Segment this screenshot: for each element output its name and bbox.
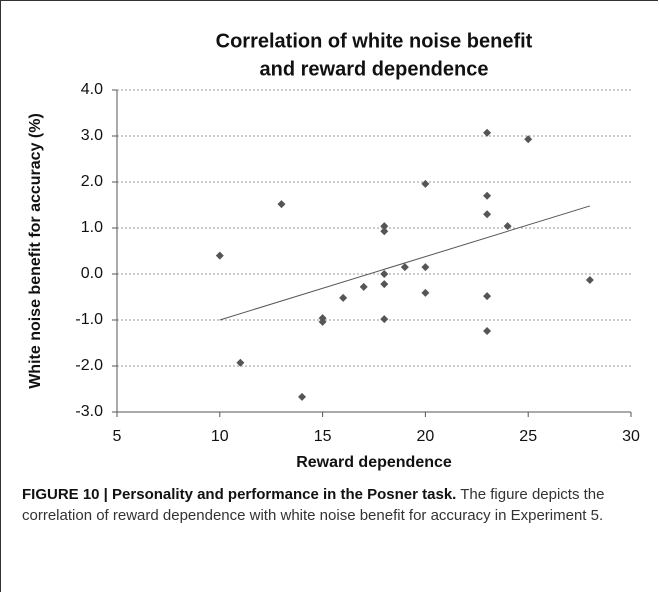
data-point	[483, 292, 492, 301]
data-point	[380, 270, 389, 278]
y-tick-label: -2.0	[75, 357, 103, 374]
data-point	[483, 327, 492, 336]
caption-text: The figure depicts the correlation of re…	[22, 486, 605, 524]
y-axis-label: White noise benefit for accuracy (%)	[27, 113, 44, 389]
y-tick-label: 3.0	[81, 127, 103, 144]
data-point	[298, 392, 307, 401]
data-point	[585, 275, 594, 284]
y-tick-label: 1.0	[81, 219, 103, 236]
data-point	[400, 263, 409, 272]
x-tick-label: 15	[314, 428, 332, 445]
x-tick-label: 25	[519, 428, 537, 445]
data-point	[339, 293, 348, 302]
y-tick-label: 0.0	[81, 265, 103, 282]
data-point	[318, 317, 327, 326]
caption-label: FIGURE 10 | Personality and performance …	[22, 486, 457, 503]
y-tick-label: 2.0	[81, 173, 103, 190]
data-point	[380, 315, 389, 324]
data-point	[503, 222, 512, 231]
data-point	[380, 227, 389, 236]
y-tick-label: -1.0	[75, 311, 103, 328]
data-point	[380, 280, 389, 289]
data-point	[524, 135, 533, 144]
data-point	[483, 191, 492, 200]
chart: Correlation of white noise benefit and r…	[27, 30, 640, 471]
caption: FIGURE 10 | Personality and performance …	[22, 484, 647, 526]
data-point	[483, 128, 492, 137]
data-point	[215, 251, 224, 260]
y-tick-label: 4.0	[81, 81, 103, 98]
data-point	[483, 210, 492, 219]
x-axis-label: Reward dependence	[296, 454, 452, 471]
y-tick-label: -3.0	[75, 403, 103, 420]
chart-title: Correlation of white noise benefit	[216, 30, 533, 52]
trend-line	[219, 205, 591, 321]
data-point	[380, 222, 389, 231]
data-point	[421, 288, 430, 297]
data-point	[421, 263, 430, 272]
x-tick-label: 20	[417, 428, 435, 445]
data-point	[359, 282, 368, 291]
data-point	[236, 358, 245, 367]
chart-title: and reward dependence	[260, 58, 489, 80]
x-tick-label: 5	[113, 428, 122, 445]
x-tick-label: 10	[211, 428, 229, 445]
data-point	[277, 200, 286, 209]
x-tick-label: 30	[622, 428, 640, 445]
data-point	[421, 179, 430, 188]
